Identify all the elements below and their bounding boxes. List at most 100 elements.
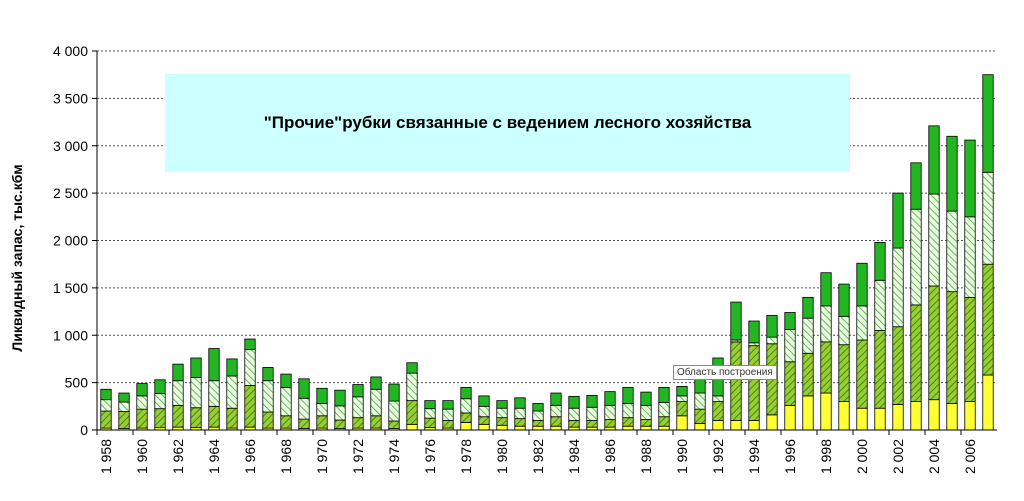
bar-segment-yellow — [514, 425, 526, 431]
bar-segment-green — [244, 338, 256, 350]
bar-segment-light-hatched — [190, 377, 202, 409]
x-tick-label: 1 974 — [386, 439, 402, 474]
bar-segment-green-hatched — [532, 420, 544, 427]
bar-segment-light-hatched — [946, 210, 958, 293]
bar-stack — [352, 384, 364, 431]
bars — [100, 74, 994, 431]
bar-stack — [262, 367, 274, 431]
bar-stack — [496, 400, 508, 431]
bar-stack — [388, 383, 400, 431]
bar-segment-green — [784, 312, 796, 330]
bar-segment-yellow — [946, 403, 958, 431]
y-tick-label: 2 000 — [53, 233, 88, 249]
bar-segment-light-hatched — [838, 315, 850, 346]
bar-segment-green — [856, 262, 868, 307]
bar-segment-light-hatched — [388, 400, 400, 422]
bar-segment-light-hatched — [766, 336, 778, 345]
x-tick-label: 1 976 — [422, 439, 438, 474]
bar-segment-light-hatched — [298, 397, 310, 420]
chart-title: "Прочие"рубки связанные с ведением лесно… — [263, 113, 752, 132]
y-tick-label: 3 500 — [53, 90, 88, 106]
bar-segment-green-hatched — [208, 405, 220, 428]
bar-segment-light-hatched — [658, 402, 670, 418]
bar-stack — [442, 400, 454, 431]
bar-stack — [982, 74, 994, 431]
x-tick-label: 1 984 — [566, 439, 582, 474]
bar-segment-green-hatched — [676, 401, 688, 417]
bar-segment-yellow — [802, 395, 814, 431]
bar-segment-light-hatched — [982, 171, 994, 265]
bar-segment-green-hatched — [586, 420, 598, 428]
bar-segment-yellow — [910, 401, 922, 431]
y-tick-label: 0 — [80, 422, 88, 438]
bar-stack — [694, 376, 706, 431]
bar-segment-light-hatched — [496, 407, 508, 419]
x-tick-label: 1 958 — [98, 439, 114, 474]
bar-segment-light-hatched — [892, 247, 904, 328]
x-tick-label: 1 982 — [530, 439, 546, 474]
bar-stack — [208, 348, 220, 431]
x-tick-label: 1 970 — [314, 439, 330, 474]
bar-stack — [568, 395, 580, 431]
plot-area-tooltip: Область построения — [673, 365, 777, 380]
bar-segment-yellow — [982, 374, 994, 431]
bar-segment-light-hatched — [748, 342, 760, 347]
bar-segment-green-hatched — [694, 408, 706, 424]
bar-segment-green — [910, 162, 922, 210]
y-tick-label: 1 500 — [53, 280, 88, 296]
bar-segment-green-hatched — [262, 411, 274, 429]
bar-stack — [838, 283, 850, 431]
bar-segment-light-hatched — [478, 405, 490, 418]
bar-segment-green-hatched — [406, 400, 418, 425]
bar-segment-yellow — [766, 414, 778, 431]
x-tick-label: 1 962 — [170, 439, 186, 474]
bar-stack — [550, 392, 562, 431]
bar-segment-light-hatched — [712, 395, 724, 402]
bar-segment-green-hatched — [298, 418, 310, 429]
bar-segment-light-hatched — [424, 408, 436, 419]
x-tick-label: 2 002 — [890, 439, 906, 474]
bar-segment-light-hatched — [550, 404, 562, 418]
bar-segment-green-hatched — [514, 418, 526, 427]
bar-segment-green-hatched — [424, 417, 436, 429]
x-tick-label: 1 996 — [782, 439, 798, 474]
bar-segment-yellow — [640, 425, 652, 431]
bar-segment-green-hatched — [496, 417, 508, 426]
bar-segment-green — [964, 139, 976, 218]
bar-segment-green-hatched — [478, 416, 490, 425]
x-tick-label: 1 972 — [350, 439, 366, 474]
bar-segment-green-hatched — [118, 411, 130, 429]
bar-segment-green — [622, 386, 634, 404]
bar-stack — [604, 391, 616, 431]
bar-segment-light-hatched — [352, 396, 364, 419]
bar-segment-green-hatched — [928, 285, 940, 401]
bar-stack — [586, 395, 598, 431]
bar-segment-green-hatched — [622, 417, 634, 427]
bar-segment-yellow — [928, 399, 940, 431]
bar-stack — [154, 379, 166, 431]
bar-stack — [100, 388, 112, 431]
bar-segment-green — [334, 389, 346, 407]
bar-segment-green-hatched — [568, 420, 580, 428]
bar-segment-green — [370, 376, 382, 390]
bar-segment-green-hatched — [334, 419, 346, 429]
bar-segment-green — [928, 125, 940, 195]
bar-segment-light-hatched — [154, 393, 166, 410]
bar-segment-green-hatched — [280, 415, 292, 429]
bar-segment-light-hatched — [262, 380, 274, 413]
x-tick-label: 1 978 — [458, 439, 474, 474]
bar-segment-green — [442, 400, 454, 410]
x-tick-label: 1 968 — [278, 439, 294, 474]
bar-segment-green-hatched — [712, 401, 724, 421]
bar-segment-yellow — [460, 422, 472, 431]
bar-segment-green-hatched — [784, 361, 796, 406]
x-tick-label: 1 986 — [602, 439, 618, 474]
bar-segment-green — [766, 314, 778, 338]
bar-stack — [190, 357, 202, 431]
bar-stack — [298, 378, 310, 431]
bar-segment-light-hatched — [928, 193, 940, 287]
bar-segment-green — [532, 403, 544, 412]
bar-stack — [478, 395, 490, 431]
bar-segment-yellow — [658, 425, 670, 431]
bar-segment-green-hatched — [442, 420, 454, 429]
